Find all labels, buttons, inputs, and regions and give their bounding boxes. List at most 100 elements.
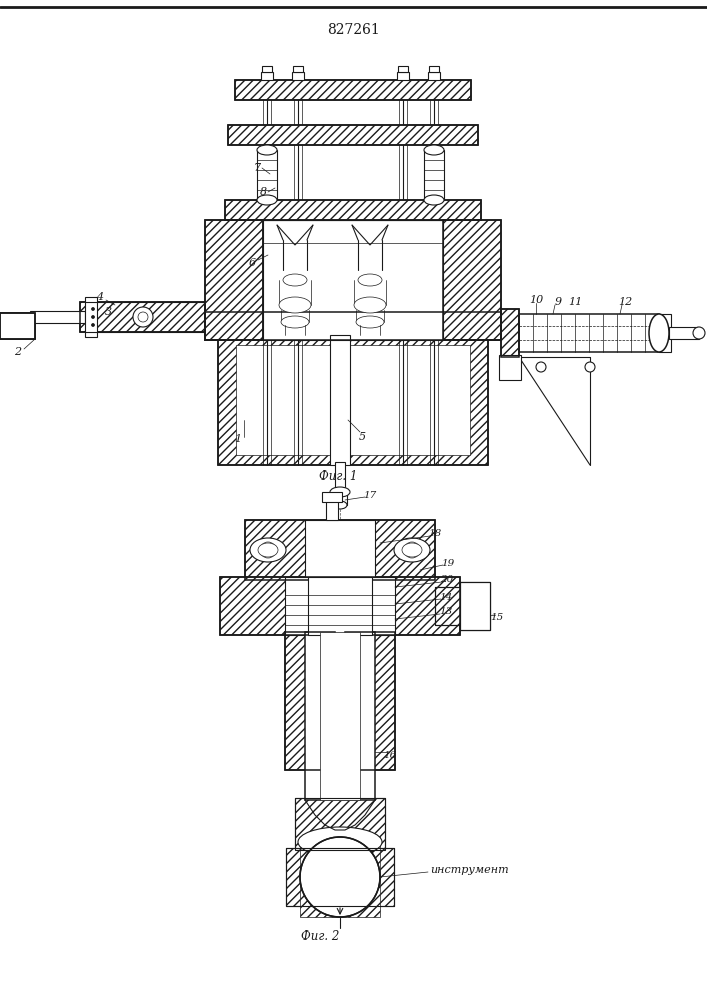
Circle shape bbox=[91, 316, 95, 318]
Bar bbox=[443, 220, 501, 340]
Bar bbox=[519, 314, 659, 352]
Bar bbox=[501, 309, 519, 357]
Circle shape bbox=[536, 362, 546, 372]
Bar bbox=[80, 302, 205, 332]
Bar bbox=[335, 462, 345, 492]
Text: 15: 15 bbox=[491, 613, 503, 622]
Ellipse shape bbox=[330, 487, 350, 497]
Bar bbox=[245, 520, 435, 580]
Text: 13: 13 bbox=[439, 607, 452, 616]
Text: 20: 20 bbox=[440, 576, 454, 584]
Bar bbox=[257, 150, 277, 200]
Bar bbox=[669, 327, 699, 339]
Text: 7: 7 bbox=[253, 163, 261, 173]
Bar bbox=[218, 335, 488, 465]
Ellipse shape bbox=[257, 195, 277, 205]
Ellipse shape bbox=[649, 314, 669, 352]
Bar bbox=[261, 72, 273, 80]
Bar bbox=[218, 335, 488, 465]
Circle shape bbox=[260, 542, 276, 558]
Text: 1: 1 bbox=[235, 434, 242, 444]
Bar bbox=[235, 80, 471, 100]
Bar bbox=[435, 587, 480, 625]
Bar bbox=[424, 150, 444, 200]
Bar bbox=[460, 582, 490, 630]
Bar bbox=[0, 313, 35, 339]
Bar bbox=[0, 313, 35, 339]
Bar bbox=[305, 632, 375, 800]
Circle shape bbox=[585, 362, 595, 372]
Text: 14: 14 bbox=[439, 592, 452, 601]
Bar bbox=[501, 309, 519, 357]
Ellipse shape bbox=[358, 274, 382, 286]
Bar bbox=[225, 200, 481, 220]
Text: 10: 10 bbox=[529, 295, 543, 305]
Bar bbox=[235, 80, 471, 100]
Bar bbox=[80, 302, 205, 332]
Bar bbox=[228, 125, 478, 145]
Bar bbox=[285, 632, 335, 770]
Bar bbox=[30, 311, 85, 323]
Ellipse shape bbox=[133, 307, 153, 327]
Bar bbox=[85, 297, 97, 337]
Bar bbox=[236, 345, 470, 455]
Bar bbox=[295, 798, 385, 850]
Bar bbox=[443, 220, 501, 340]
Text: 4: 4 bbox=[96, 292, 103, 302]
Ellipse shape bbox=[693, 327, 705, 339]
Text: 9: 9 bbox=[554, 297, 561, 307]
Circle shape bbox=[404, 542, 420, 558]
Bar bbox=[205, 312, 501, 340]
Bar bbox=[305, 520, 375, 580]
Bar bbox=[205, 312, 501, 340]
Bar bbox=[285, 632, 335, 770]
Bar bbox=[293, 66, 303, 72]
Text: 16: 16 bbox=[383, 750, 397, 760]
Bar bbox=[460, 582, 490, 630]
Text: 17: 17 bbox=[363, 490, 377, 499]
Bar bbox=[286, 848, 394, 906]
Bar bbox=[286, 848, 394, 906]
Bar bbox=[220, 577, 460, 635]
Bar bbox=[0, 313, 35, 339]
Bar bbox=[205, 220, 263, 340]
Bar bbox=[326, 495, 338, 520]
Bar bbox=[429, 66, 439, 72]
Ellipse shape bbox=[394, 538, 430, 562]
Ellipse shape bbox=[250, 538, 286, 562]
Text: Фиг. 2: Фиг. 2 bbox=[300, 930, 339, 944]
Text: инструмент: инструмент bbox=[430, 865, 508, 875]
Bar bbox=[345, 632, 395, 770]
Ellipse shape bbox=[257, 145, 277, 155]
Text: 2: 2 bbox=[14, 347, 21, 357]
Text: 5: 5 bbox=[358, 432, 366, 442]
Ellipse shape bbox=[424, 145, 444, 155]
Bar bbox=[308, 577, 372, 635]
Bar bbox=[245, 520, 435, 580]
Bar bbox=[292, 72, 304, 80]
Text: 8: 8 bbox=[259, 187, 267, 197]
Bar bbox=[320, 632, 360, 800]
Ellipse shape bbox=[356, 316, 384, 328]
Text: 12: 12 bbox=[618, 297, 632, 307]
Ellipse shape bbox=[283, 274, 307, 286]
Bar bbox=[345, 632, 395, 770]
Bar bbox=[285, 577, 395, 635]
Circle shape bbox=[300, 837, 380, 917]
Bar bbox=[322, 492, 342, 502]
Bar bbox=[225, 200, 481, 220]
Ellipse shape bbox=[279, 297, 311, 313]
Text: 19: 19 bbox=[441, 558, 455, 568]
Bar bbox=[333, 492, 347, 505]
Bar bbox=[397, 72, 409, 80]
Bar bbox=[435, 587, 480, 625]
Text: 827261: 827261 bbox=[327, 23, 380, 37]
Ellipse shape bbox=[354, 297, 386, 313]
Text: 11: 11 bbox=[568, 297, 582, 307]
Bar bbox=[300, 837, 380, 917]
Text: 6: 6 bbox=[248, 258, 255, 268]
Ellipse shape bbox=[333, 501, 347, 509]
Bar bbox=[460, 582, 490, 630]
Bar bbox=[228, 125, 478, 145]
Bar bbox=[263, 220, 443, 340]
